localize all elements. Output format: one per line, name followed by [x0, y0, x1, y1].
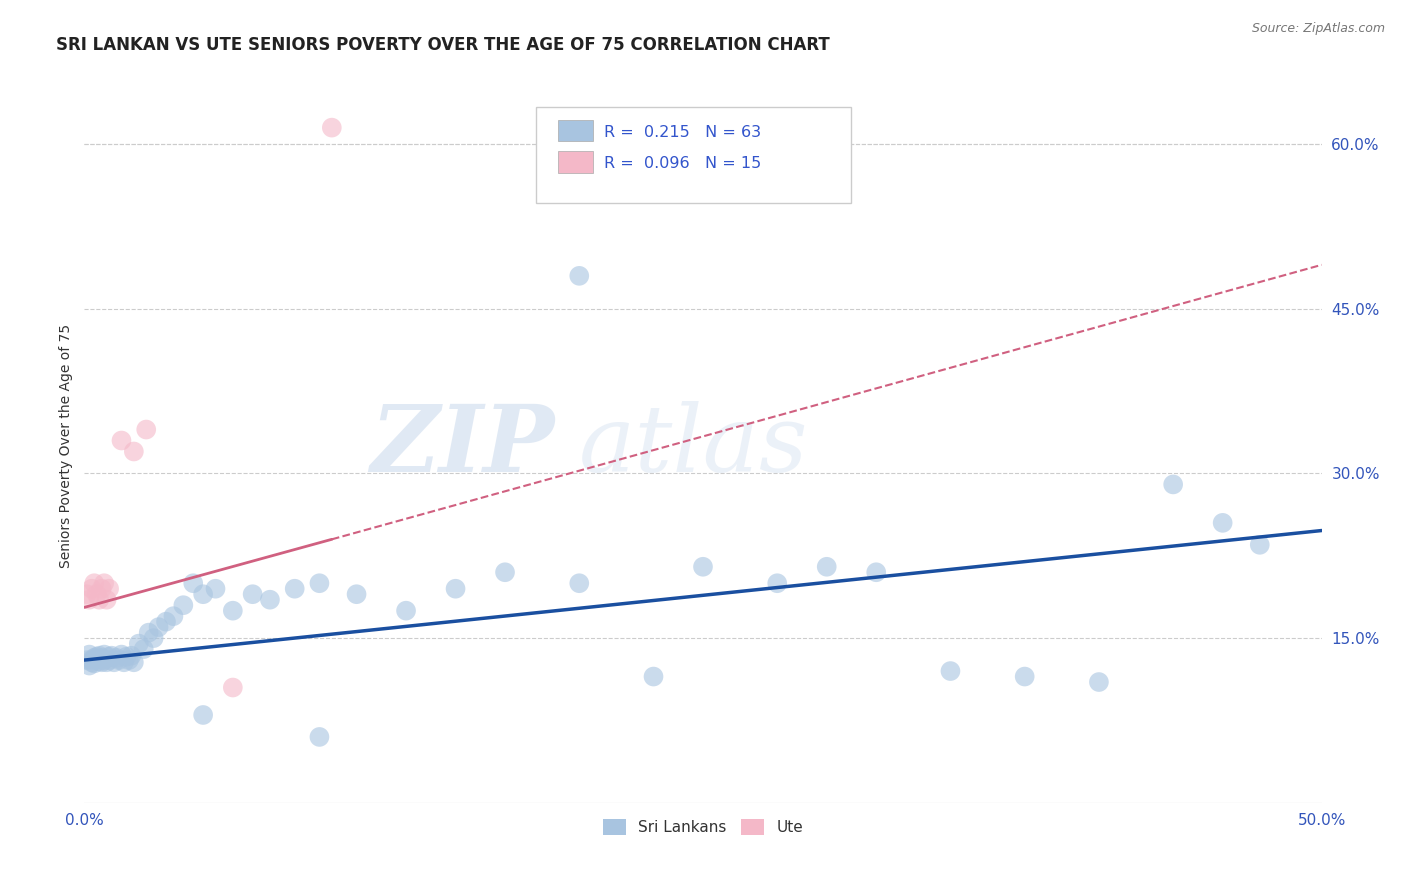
FancyBboxPatch shape [536, 107, 852, 203]
Point [110, 648, 132, 662]
Point [346, 587, 368, 601]
Point [122, 444, 145, 458]
Point [112, 655, 135, 669]
Point [79, 658, 101, 673]
Point [96, 592, 118, 607]
Point [155, 615, 177, 629]
Point [148, 620, 170, 634]
Point [103, 655, 125, 669]
Point [815, 559, 838, 574]
Point [222, 604, 245, 618]
Point [494, 566, 516, 580]
Point [93, 653, 115, 667]
Point [242, 587, 264, 601]
Point [93, 648, 115, 662]
Point [135, 423, 157, 437]
Point [83, 657, 105, 671]
Point [204, 582, 226, 596]
Point [120, 648, 142, 663]
Point [108, 653, 131, 667]
Point [284, 582, 307, 596]
Text: ZIP: ZIP [370, 401, 554, 491]
Point [98, 649, 121, 664]
Point [80, 655, 103, 669]
Point [80, 653, 103, 667]
Point [100, 648, 122, 663]
Point [865, 566, 887, 580]
Point [308, 576, 330, 591]
Point [105, 651, 128, 665]
Point [643, 669, 665, 683]
Point [1212, 516, 1234, 530]
Point [86, 652, 108, 666]
Point [79, 592, 101, 607]
Point [90, 655, 112, 669]
Bar [558, 152, 593, 173]
Legend: Sri Lankans, Ute: Sri Lankans, Ute [596, 814, 810, 841]
Point [76, 587, 98, 601]
Point [128, 637, 150, 651]
Point [444, 582, 467, 596]
Text: Source: ZipAtlas.com: Source: ZipAtlas.com [1251, 22, 1385, 36]
Text: R =  0.215   N = 63: R = 0.215 N = 63 [605, 125, 761, 140]
Point [181, 576, 204, 591]
Point [80, 582, 103, 596]
Point [93, 576, 115, 591]
Point [110, 434, 132, 448]
Point [115, 649, 138, 664]
Point [259, 592, 281, 607]
Point [1249, 538, 1271, 552]
Point [162, 609, 184, 624]
Point [89, 654, 111, 668]
Bar [558, 120, 593, 141]
Point [308, 730, 330, 744]
Point [568, 576, 591, 591]
Point [90, 582, 112, 596]
Point [98, 582, 121, 596]
Point [142, 631, 165, 645]
Point [96, 655, 118, 669]
Point [1088, 675, 1111, 690]
Point [83, 651, 105, 665]
Point [76, 653, 98, 667]
Point [222, 681, 245, 695]
Point [321, 120, 343, 135]
Point [1014, 669, 1036, 683]
Point [191, 708, 214, 723]
Text: SRI LANKAN VS UTE SENIORS POVERTY OVER THE AGE OF 75 CORRELATION CHART: SRI LANKAN VS UTE SENIORS POVERTY OVER T… [56, 36, 830, 54]
Point [395, 604, 418, 618]
Y-axis label: Seniors Poverty Over the Age of 75: Seniors Poverty Over the Age of 75 [59, 324, 73, 568]
Point [132, 642, 155, 657]
Point [138, 625, 160, 640]
Point [172, 598, 194, 612]
Text: atlas: atlas [579, 401, 808, 491]
Point [83, 576, 105, 591]
Text: R =  0.096   N = 15: R = 0.096 N = 15 [605, 155, 761, 170]
Point [90, 651, 112, 665]
Point [89, 592, 111, 607]
Point [122, 655, 145, 669]
Point [118, 653, 141, 667]
Point [86, 649, 108, 664]
Point [86, 587, 108, 601]
Point [89, 648, 111, 663]
Point [1161, 477, 1184, 491]
Point [98, 653, 121, 667]
Point [692, 559, 714, 574]
Point [568, 268, 591, 283]
Point [766, 576, 789, 591]
Point [191, 587, 214, 601]
Point [79, 648, 101, 662]
Point [939, 664, 962, 678]
